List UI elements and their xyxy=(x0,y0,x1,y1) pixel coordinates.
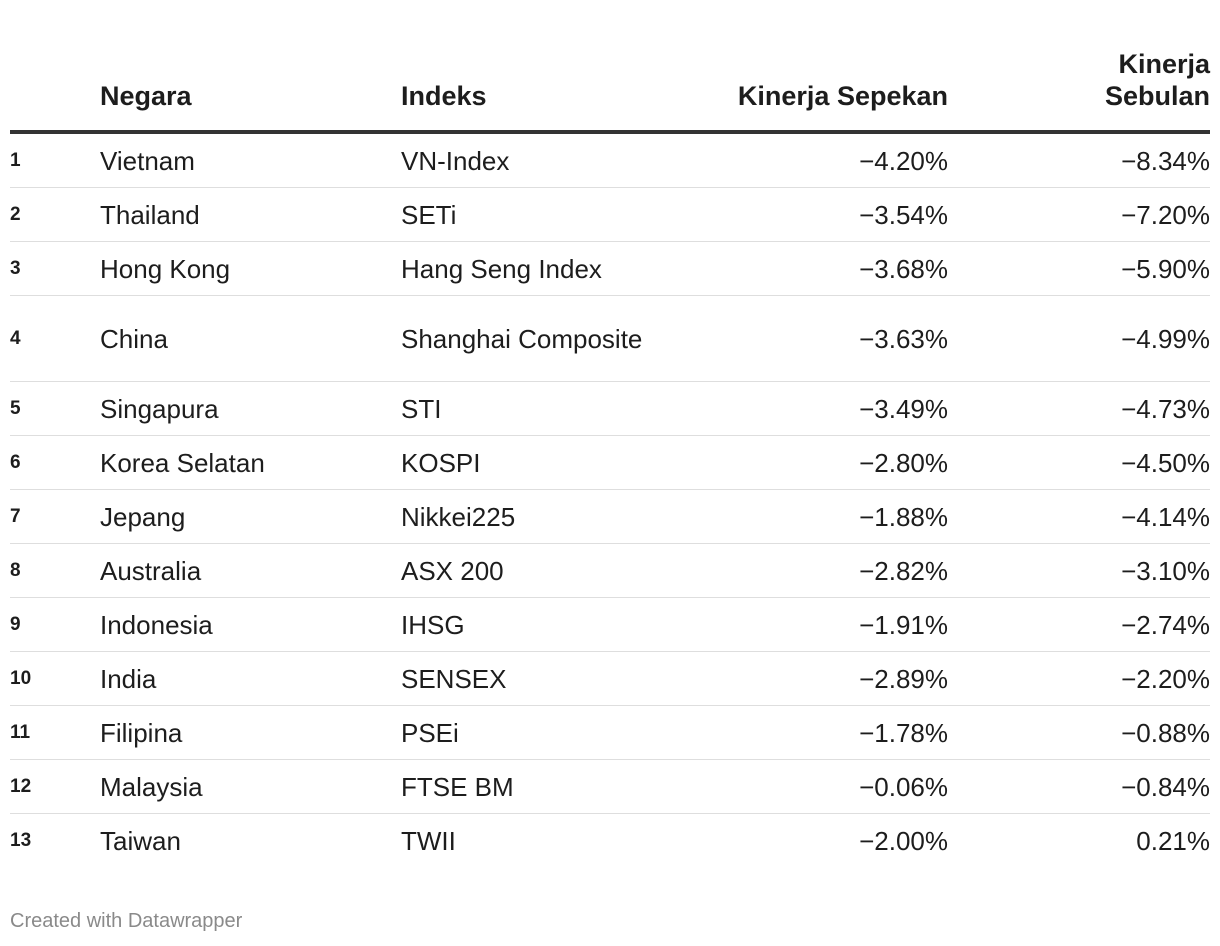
weekly-performance-cell: −3.63% xyxy=(859,323,948,354)
weekly-performance-cell: −1.78% xyxy=(859,717,948,748)
index-cell: STI xyxy=(401,393,442,424)
monthly-performance-cell: 0.21% xyxy=(1136,826,1210,856)
table-row: 11 Filipina PSEi −1.78% −0.88% xyxy=(10,706,1210,760)
rank-cell: 12 xyxy=(10,775,32,797)
index-cell: TWII xyxy=(401,826,456,856)
weekly-performance-cell: −3.54% xyxy=(859,199,948,230)
country-cell: Filipina xyxy=(100,717,183,748)
monthly-performance-cell: −4.73% xyxy=(1121,393,1210,424)
weekly-performance-cell: −1.88% xyxy=(859,501,948,532)
country-cell: Indonesia xyxy=(100,609,213,640)
index-cell: SENSEX xyxy=(401,663,507,694)
table-row: 10 India SENSEX −2.89% −2.20% xyxy=(10,652,1210,706)
header-index[interactable]: Indeks xyxy=(401,81,487,111)
index-cell: Hang Seng Index xyxy=(401,253,602,284)
table-row: 5 Singapura STI −3.49% −4.73% xyxy=(10,382,1210,436)
table-row: 4 China Shanghai Composite −3.63% −4.99% xyxy=(10,296,1210,382)
monthly-performance-cell: −7.20% xyxy=(1121,199,1210,230)
weekly-performance-cell: −2.89% xyxy=(859,663,948,694)
monthly-performance-cell: −4.99% xyxy=(1121,323,1210,354)
monthly-performance-cell: −4.14% xyxy=(1121,501,1210,532)
monthly-performance-cell: −2.20% xyxy=(1121,663,1210,694)
rank-cell: 6 xyxy=(10,451,21,473)
weekly-performance-cell: −3.49% xyxy=(859,393,948,424)
rank-cell: 3 xyxy=(10,257,21,279)
header-country[interactable]: Negara xyxy=(100,81,192,111)
monthly-performance-cell: −5.90% xyxy=(1121,253,1210,284)
country-cell: Hong Kong xyxy=(100,253,231,284)
country-cell: Thailand xyxy=(100,199,200,230)
index-cell: PSEi xyxy=(401,717,459,748)
country-cell: Jepang xyxy=(100,501,186,532)
country-cell: China xyxy=(100,323,168,354)
index-cell: Shanghai Composite xyxy=(401,323,643,354)
rank-cell: 2 xyxy=(10,203,21,225)
country-cell: Taiwan xyxy=(100,826,181,856)
index-cell: SETi xyxy=(401,199,457,230)
table-row: 13 Taiwan TWII −2.00% 0.21% xyxy=(10,814,1210,868)
index-cell: IHSG xyxy=(401,609,465,640)
weekly-performance-cell: −0.06% xyxy=(859,771,948,802)
table-row: 3 Hong Kong Hang Seng Index −3.68% −5.90% xyxy=(10,242,1210,296)
monthly-performance-cell: −8.34% xyxy=(1121,145,1210,176)
weekly-performance-cell: −3.68% xyxy=(859,253,948,284)
table-row: 8 Australia ASX 200 −2.82% −3.10% xyxy=(10,544,1210,598)
index-cell: ASX 200 xyxy=(401,555,504,586)
country-cell: Australia xyxy=(100,555,202,586)
table-body: 1 Vietnam VN-Index −4.20% −8.34% 2 Thailand SET… xyxy=(10,134,1210,868)
datawrapper-credit[interactable]: Created with Datawrapper xyxy=(10,910,243,932)
table-row: 2 Thailand SETi −3.54% −7.20% xyxy=(10,188,1210,242)
weekly-performance-cell: −2.00% xyxy=(859,826,948,856)
data-table: Negara Indeks Kinerja Sepekan Kinerja Se… xyxy=(10,0,1210,868)
index-cell: FTSE BM xyxy=(401,771,514,802)
index-cell: KOSPI xyxy=(401,447,481,478)
rank-cell: 7 xyxy=(10,505,21,527)
monthly-performance-cell: −0.88% xyxy=(1121,717,1210,748)
rank-cell: 11 xyxy=(10,721,31,743)
index-cell: VN-Index xyxy=(401,145,510,176)
country-cell: Singapura xyxy=(100,393,219,424)
rank-cell: 9 xyxy=(10,613,21,635)
table-header: Negara Indeks Kinerja Sepekan Kinerja Se… xyxy=(10,0,1210,134)
weekly-performance-cell: −1.91% xyxy=(859,609,948,640)
rank-cell: 13 xyxy=(10,830,32,851)
country-cell: Korea Selatan xyxy=(100,447,265,478)
header-weekly-performance[interactable]: Kinerja Sepekan xyxy=(737,81,948,111)
index-cell: Nikkei225 xyxy=(401,501,516,532)
weekly-performance-cell: −4.20% xyxy=(859,145,948,176)
rank-cell: 8 xyxy=(10,559,21,581)
table-row: 9 Indonesia IHSG −1.91% −2.74% xyxy=(10,598,1210,652)
country-cell: Malaysia xyxy=(100,771,203,802)
rank-cell: 4 xyxy=(10,327,21,349)
rank-cell: 10 xyxy=(10,667,32,689)
rank-cell: 1 xyxy=(10,149,21,171)
table-row: 7 Jepang Nikkei225 −1.88% −4.14% xyxy=(10,490,1210,544)
weekly-performance-cell: −2.80% xyxy=(859,447,948,478)
country-cell: India xyxy=(100,663,157,694)
monthly-performance-cell: −2.74% xyxy=(1121,609,1210,640)
monthly-performance-cell: −4.50% xyxy=(1121,447,1210,478)
header-monthly-performance[interactable]: Kinerja Sebulan xyxy=(1104,49,1210,111)
country-cell: Vietnam xyxy=(100,145,195,176)
monthly-performance-cell: −3.10% xyxy=(1121,555,1210,586)
table-row: 6 Korea Selatan KOSPI −2.80% −4.50% xyxy=(10,436,1210,490)
table-row: 1 Vietnam VN-Index −4.20% −8.34% xyxy=(10,134,1210,188)
table-row: 12 Malaysia FTSE BM −0.06% −0.84% xyxy=(10,760,1210,814)
monthly-performance-cell: −0.84% xyxy=(1121,771,1210,802)
rank-cell: 5 xyxy=(10,397,21,419)
weekly-performance-cell: −2.82% xyxy=(859,555,948,586)
